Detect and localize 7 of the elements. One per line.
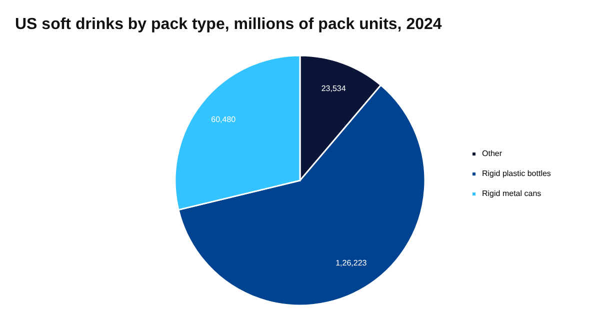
- chart-title: US soft drinks by pack type, millions of pack units, 2024: [15, 16, 442, 33]
- legend-label: Rigid metal cans: [482, 189, 542, 198]
- legend-label: Rigid plastic bottles: [482, 169, 551, 178]
- data-label: 1,26,223: [336, 258, 368, 268]
- legend-label: Other: [482, 149, 502, 158]
- data-label: 23,534: [321, 84, 346, 93]
- data-label: 60,480: [211, 115, 236, 124]
